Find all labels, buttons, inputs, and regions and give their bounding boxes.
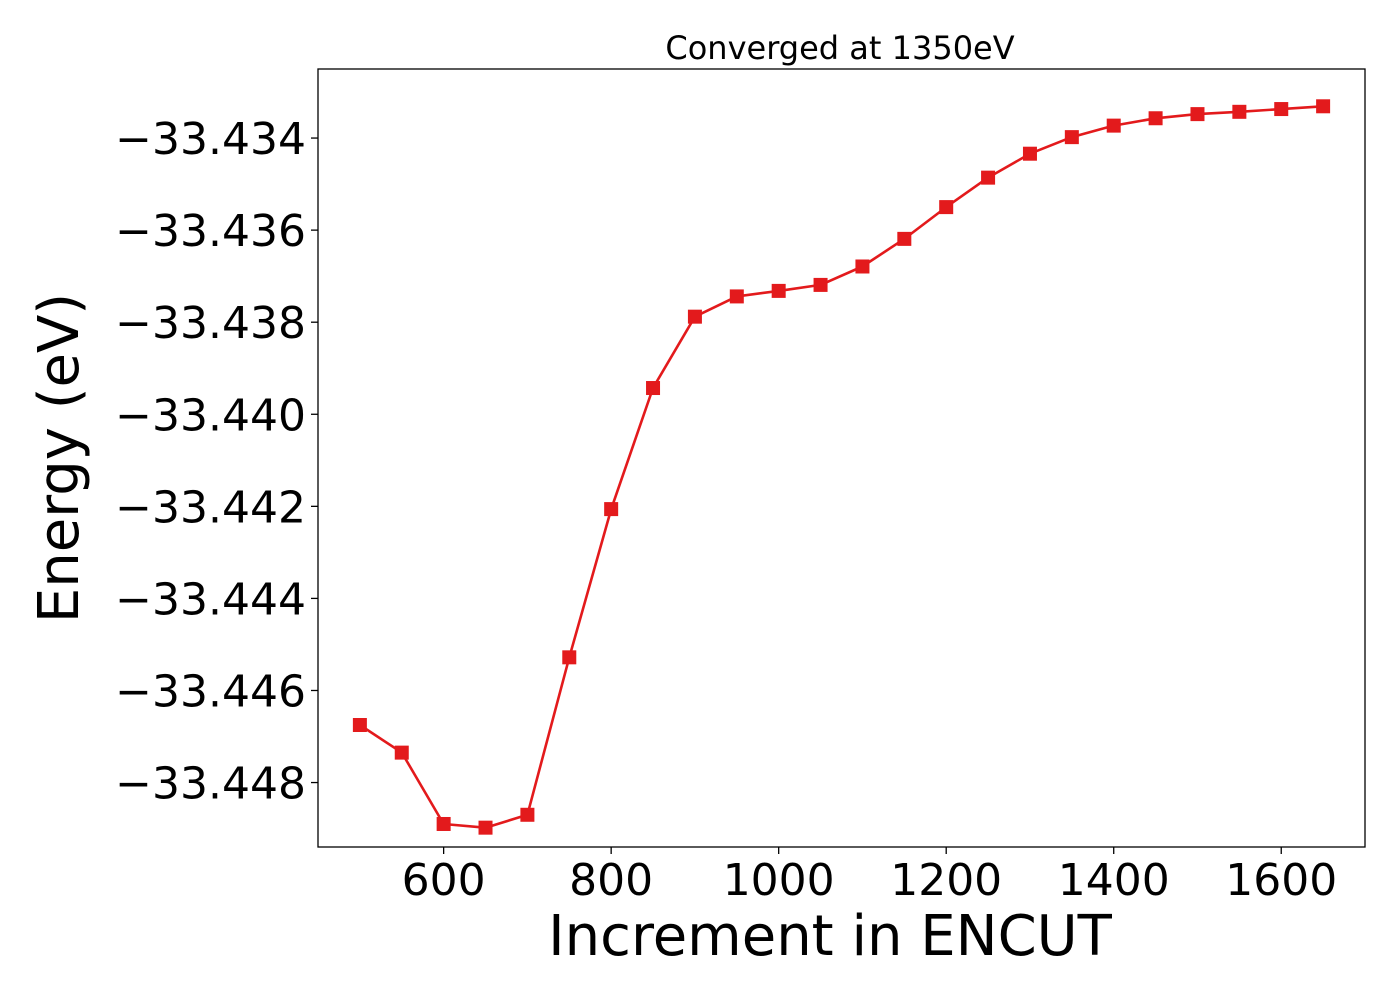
data-point-marker <box>1316 99 1331 114</box>
data-point-marker <box>1148 111 1163 126</box>
x-tick-label: 1400 <box>1058 855 1170 906</box>
data-point-marker <box>855 259 870 274</box>
y-tick-label: −33.434 <box>115 114 306 165</box>
x-axis-label: Increment in ENCUT <box>548 904 1113 969</box>
x-tick-label: 1600 <box>1225 855 1337 906</box>
data-point-marker <box>813 277 828 292</box>
data-point-marker <box>1232 104 1247 119</box>
data-point-marker <box>1106 118 1121 133</box>
data-point-marker <box>687 309 702 324</box>
data-point-marker <box>520 807 535 822</box>
data-point-marker <box>604 502 619 517</box>
plot-area: 600 800 1000 1200 1400 1600 −33.448 −33.446 −33.… <box>115 68 1366 906</box>
y-tick-label: −33.448 <box>115 759 306 810</box>
data-point-marker <box>646 381 661 396</box>
y-tick-label: −33.446 <box>115 666 306 717</box>
plot-frame <box>317 68 1366 848</box>
chart-title: Converged at 1350eV <box>665 29 1014 67</box>
y-tick-label: −33.436 <box>115 206 306 257</box>
y-tick-label: −33.444 <box>115 574 306 625</box>
data-point-marker <box>394 745 409 760</box>
y-tick-label: −33.438 <box>115 298 306 349</box>
data-point-marker <box>729 289 744 304</box>
y-tick-label: −33.440 <box>115 390 306 441</box>
data-point-marker <box>981 170 996 185</box>
x-tick-label: 1200 <box>890 855 1002 906</box>
data-point-marker <box>939 200 954 215</box>
x-tick-label: 1000 <box>723 855 835 906</box>
data-point-marker <box>1190 107 1205 122</box>
data-point-marker <box>771 283 786 298</box>
y-axis-label: Energy (eV) <box>27 293 92 623</box>
data-point-marker <box>1022 146 1037 161</box>
x-tick-label: 600 <box>402 855 486 906</box>
data-point-marker <box>352 718 367 733</box>
data-point-marker <box>1064 130 1079 145</box>
data-point-marker <box>436 816 451 831</box>
data-point-marker <box>562 650 577 665</box>
y-tick-label: −33.442 <box>115 482 306 533</box>
data-point-marker <box>1274 102 1289 117</box>
data-point-marker <box>478 820 493 835</box>
data-point-marker <box>897 231 912 246</box>
x-tick-label: 800 <box>569 855 653 906</box>
series-line <box>359 105 1324 830</box>
